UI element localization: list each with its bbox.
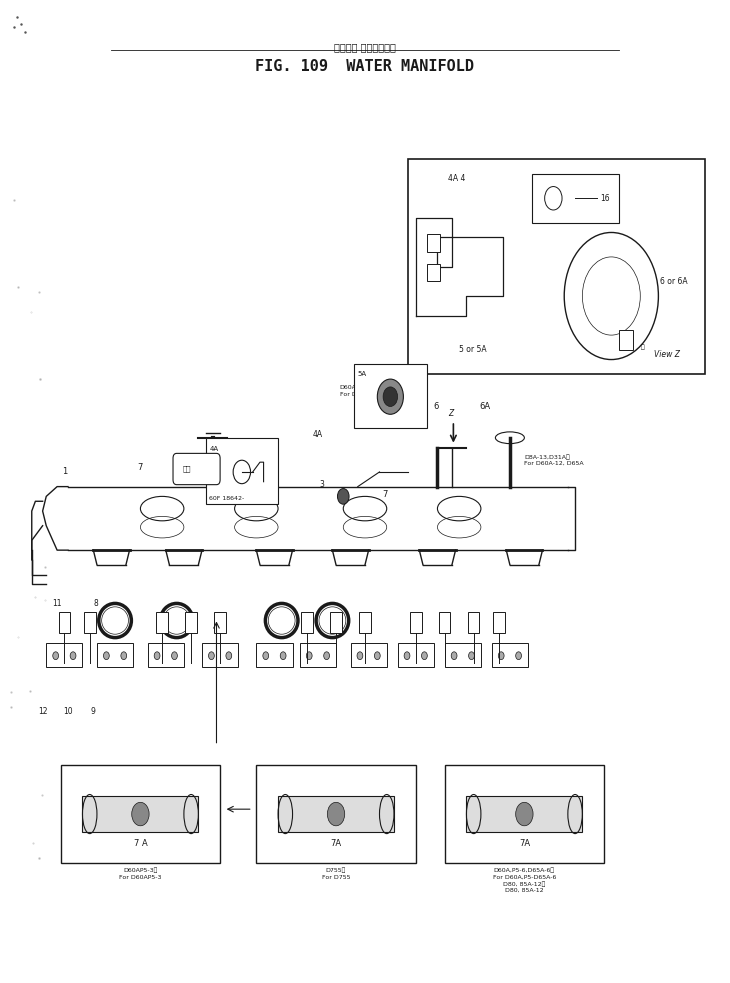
Bar xyxy=(398,643,434,667)
Circle shape xyxy=(131,802,149,826)
Text: D8A-13,D31A用
For D60A-12, D65A: D8A-13,D31A用 For D60A-12, D65A xyxy=(524,454,584,466)
Bar xyxy=(84,611,96,633)
Bar xyxy=(359,611,371,633)
Circle shape xyxy=(104,652,110,660)
Text: 6 or 6A: 6 or 6A xyxy=(660,277,688,286)
Text: 注意: 注意 xyxy=(182,466,191,472)
Bar xyxy=(61,765,220,863)
Bar xyxy=(97,643,133,667)
Bar xyxy=(445,765,604,863)
Circle shape xyxy=(469,652,475,660)
Text: 5: 5 xyxy=(397,402,402,411)
Text: 60F 18642-: 60F 18642- xyxy=(210,496,245,501)
Bar xyxy=(300,643,336,667)
Bar xyxy=(492,643,528,667)
Bar xyxy=(493,611,505,633)
Bar xyxy=(426,263,439,281)
Text: 7 A: 7 A xyxy=(134,839,147,848)
Circle shape xyxy=(499,652,504,660)
Bar xyxy=(409,159,705,375)
Circle shape xyxy=(451,652,457,660)
Circle shape xyxy=(327,802,345,826)
Bar xyxy=(202,643,238,667)
Bar xyxy=(439,611,450,633)
Bar xyxy=(156,611,168,633)
Circle shape xyxy=(377,379,404,414)
Bar xyxy=(531,174,618,223)
Circle shape xyxy=(154,652,160,660)
Bar xyxy=(468,611,480,633)
Bar xyxy=(426,234,439,252)
Circle shape xyxy=(404,652,410,660)
Circle shape xyxy=(172,652,177,660)
Bar xyxy=(445,643,481,667)
Circle shape xyxy=(357,652,363,660)
Text: 7A: 7A xyxy=(331,839,342,848)
Circle shape xyxy=(323,652,329,660)
Text: D60A,P5-6,D65A-6用
For D60A,P5-D65A-6
D80, 85A-12用
D80, 85A-12: D60A,P5-6,D65A-6用 For D60A,P5-D65A-6 D80… xyxy=(493,868,556,893)
Text: 矢: 矢 xyxy=(640,344,644,350)
Text: FIG. 109  WATER MANIFOLD: FIG. 109 WATER MANIFOLD xyxy=(255,59,474,75)
Text: 16: 16 xyxy=(601,194,610,202)
Bar xyxy=(256,765,415,863)
Circle shape xyxy=(280,652,286,660)
Bar xyxy=(618,330,633,350)
Bar xyxy=(46,643,82,667)
Text: 10: 10 xyxy=(64,707,73,716)
Bar xyxy=(185,611,197,633)
Bar xyxy=(206,437,278,504)
Text: 2: 2 xyxy=(225,461,230,470)
Text: 1: 1 xyxy=(62,468,67,477)
Text: 6A: 6A xyxy=(479,402,490,411)
Bar xyxy=(215,611,226,633)
Text: Z: Z xyxy=(448,409,453,418)
Text: View Z: View Z xyxy=(654,350,680,359)
Text: 11: 11 xyxy=(53,600,62,608)
Circle shape xyxy=(209,652,215,660)
Circle shape xyxy=(515,652,521,660)
Circle shape xyxy=(421,652,427,660)
Circle shape xyxy=(226,652,231,660)
Circle shape xyxy=(121,652,127,660)
Circle shape xyxy=(70,652,76,660)
Bar xyxy=(354,365,426,428)
Text: ウォータ マニホールド: ウォータ マニホールド xyxy=(334,42,396,52)
Circle shape xyxy=(374,652,380,660)
Text: D755用
For D755: D755用 For D755 xyxy=(322,868,350,880)
Text: 9: 9 xyxy=(91,707,96,716)
Bar xyxy=(466,796,583,832)
Circle shape xyxy=(515,802,533,826)
Text: 5A: 5A xyxy=(358,372,367,377)
Text: 6: 6 xyxy=(434,402,439,411)
Bar xyxy=(256,643,293,667)
Text: 8: 8 xyxy=(93,600,98,608)
Text: 12: 12 xyxy=(38,707,47,716)
Text: 4A: 4A xyxy=(313,431,323,439)
Text: 4A 4: 4A 4 xyxy=(448,174,466,183)
Text: 5 or 5A: 5 or 5A xyxy=(459,345,487,354)
Text: 7A: 7A xyxy=(519,839,530,848)
Bar xyxy=(82,796,199,832)
Circle shape xyxy=(263,652,269,660)
Text: 3: 3 xyxy=(319,480,324,490)
Circle shape xyxy=(383,387,398,406)
Text: D60AP5-3,0755用
For D60AP5-3,0755: D60AP5-3,0755用 For D60AP5-3,0755 xyxy=(339,385,400,397)
Bar xyxy=(58,611,70,633)
FancyBboxPatch shape xyxy=(173,453,220,485)
Circle shape xyxy=(307,652,312,660)
Bar xyxy=(278,796,394,832)
Bar xyxy=(147,643,184,667)
Text: 7: 7 xyxy=(138,463,143,472)
Circle shape xyxy=(337,489,349,504)
Text: 7: 7 xyxy=(382,490,387,499)
Bar xyxy=(410,611,421,633)
Circle shape xyxy=(53,652,58,660)
Text: 4A: 4A xyxy=(210,445,218,451)
Bar xyxy=(330,611,342,633)
Text: D60AP5-3用
For D60AP5-3: D60AP5-3用 For D60AP5-3 xyxy=(119,868,161,880)
Bar xyxy=(301,611,313,633)
Bar xyxy=(350,643,387,667)
